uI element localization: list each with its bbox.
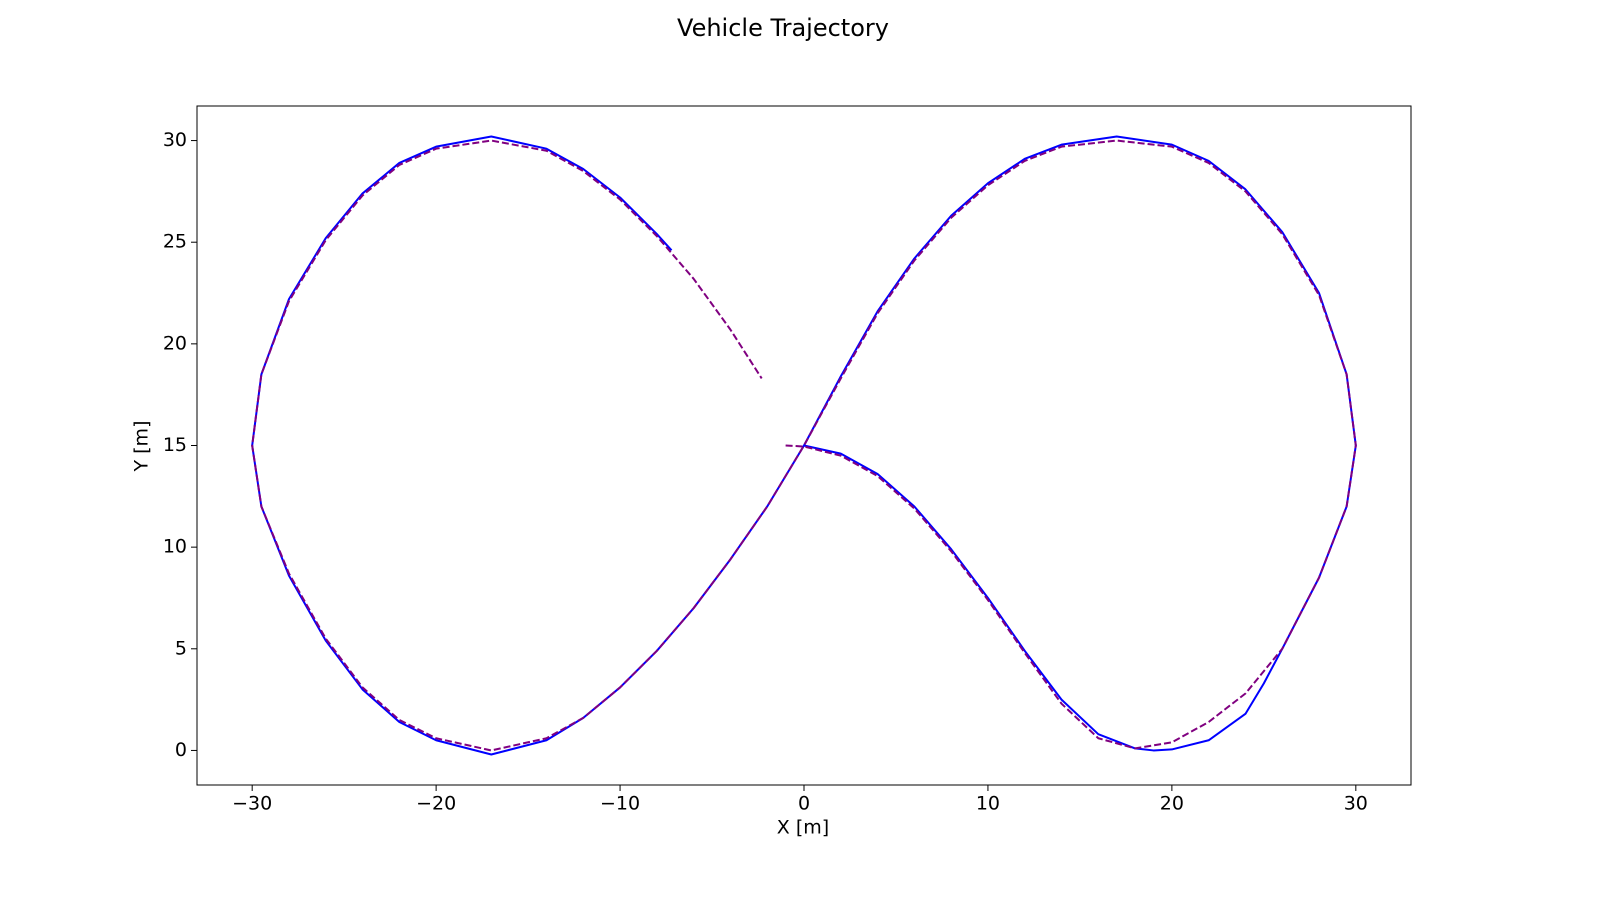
x-tick-label: −20 bbox=[416, 793, 456, 815]
y-tick-label: 15 bbox=[163, 434, 187, 456]
x-axis-label: X [m] bbox=[777, 817, 829, 839]
x-tick-label: 0 bbox=[798, 793, 810, 815]
y-tick-label: 0 bbox=[175, 739, 187, 761]
x-tick-label: 10 bbox=[976, 793, 1000, 815]
y-tick-label: 20 bbox=[163, 332, 187, 354]
x-tick-label: 20 bbox=[1160, 793, 1184, 815]
y-tick-label: 25 bbox=[163, 231, 187, 253]
y-tick-label: 5 bbox=[175, 637, 187, 659]
x-tick-label: −10 bbox=[600, 793, 640, 815]
trajectory-line bbox=[251, 135, 1357, 756]
x-tick-label: −30 bbox=[232, 793, 272, 815]
chart-title: Vehicle Trajectory bbox=[677, 14, 889, 42]
trajectory-line bbox=[251, 139, 1357, 752]
y-axis-label: Y [m] bbox=[131, 421, 153, 473]
y-tick-label: 30 bbox=[163, 129, 187, 151]
y-tick-label: 10 bbox=[163, 536, 187, 558]
x-tick-label: 30 bbox=[1344, 793, 1368, 815]
